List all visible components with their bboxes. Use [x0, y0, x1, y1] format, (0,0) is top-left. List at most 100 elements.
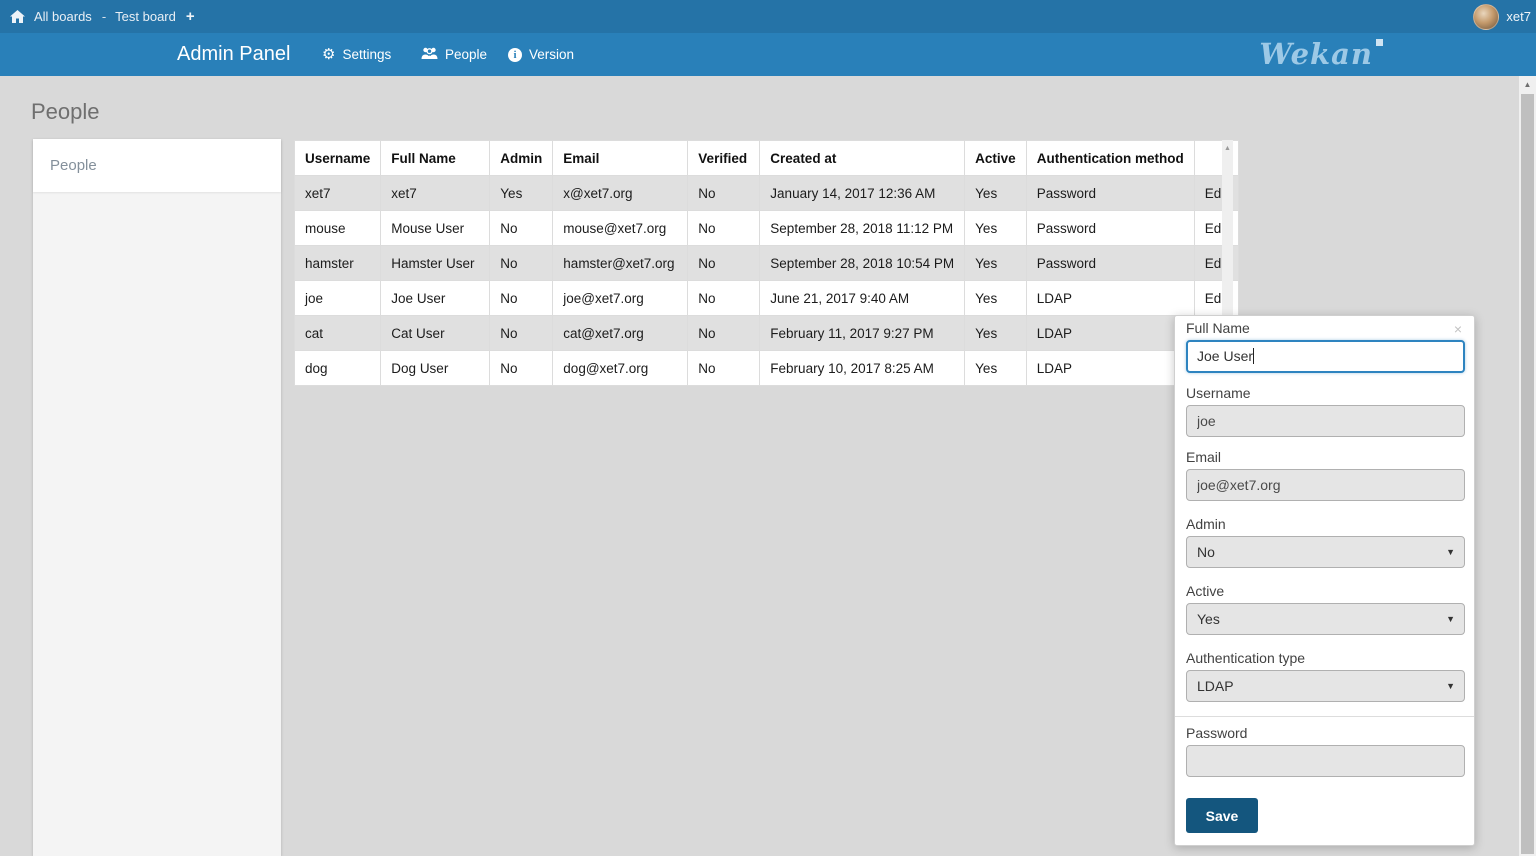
table-cell: x@xet7.org — [552, 175, 689, 211]
table-header-row: Username Full Name Admin Email Verified Creat… — [293, 140, 1239, 176]
page-title: Admin Panel — [177, 43, 291, 65]
table-cell: dog — [293, 350, 382, 386]
table-cell: joe@xet7.org — [552, 280, 689, 316]
nav-item-people[interactable]: People — [421, 33, 487, 76]
active-select[interactable]: Yes ▼ — [1186, 603, 1465, 635]
people-table-container: Username Full Name Admin Email Verified Creat… — [293, 140, 1239, 386]
table-cell: No — [687, 350, 761, 386]
scrollbar-thumb[interactable] — [1521, 94, 1534, 854]
table-row: xet7 xet7 Yes x@xet7.org No January 14, 2017 … — [293, 175, 1239, 211]
admin-nav-bar: Admin Panel ⚙ Settings People i Version … — [0, 33, 1536, 76]
admin-sidebar: People — [33, 139, 281, 856]
table-cell: No — [687, 245, 761, 281]
edit-user-popup: × Full Name Joe User Username Email Admi… — [1174, 315, 1475, 846]
people-table-body: xet7 xet7 Yes x@xet7.org No January 14, 2017 … — [293, 175, 1239, 386]
user-menu[interactable]: xet7 — [1473, 0, 1531, 33]
table-cell: Password — [1025, 210, 1195, 246]
table-cell: Joe User — [380, 280, 491, 316]
table-cell: mouse@xet7.org — [552, 210, 689, 246]
logo-square-dot — [1376, 39, 1383, 46]
user-avatar[interactable] — [1473, 3, 1500, 30]
gear-icon: ⚙ — [322, 46, 336, 63]
table-header-cell: Active — [964, 140, 1027, 176]
sidebar-item-people[interactable]: People — [33, 139, 281, 192]
table-cell: January 14, 2017 12:36 AM — [759, 175, 966, 211]
table-cell: Mouse User — [380, 210, 491, 246]
auth-type-select[interactable]: LDAP ▼ — [1186, 670, 1465, 702]
table-cell: joe — [293, 280, 382, 316]
table-cell: LDAP — [1025, 315, 1195, 351]
nav-item-version[interactable]: i Version — [508, 33, 574, 76]
username-input[interactable] — [1186, 405, 1465, 437]
table-cell: No — [489, 210, 554, 246]
table-cell: No — [489, 245, 554, 281]
table-cell: Hamster User — [380, 245, 491, 281]
table-cell: Yes — [964, 245, 1027, 281]
table-cell: Cat User — [380, 315, 491, 351]
table-cell: Yes — [489, 175, 554, 211]
info-icon: i — [508, 47, 522, 62]
breadcrumb-board-name[interactable]: Test board — [115, 9, 176, 24]
table-cell: No — [489, 350, 554, 386]
table-cell: cat — [293, 315, 382, 351]
full-name-label: Full Name — [1186, 320, 1250, 336]
table-cell: June 21, 2017 9:40 AM — [759, 280, 966, 316]
table-cell: Yes — [964, 315, 1027, 351]
table-cell: No — [687, 315, 761, 351]
table-header-cell: Username — [293, 140, 382, 176]
table-cell: Password — [1025, 175, 1195, 211]
panel-divider — [1175, 716, 1474, 717]
table-cell: No — [489, 315, 554, 351]
table-cell: hamster — [293, 245, 382, 281]
table-cell: xet7 — [380, 175, 491, 211]
username-label: Username — [1186, 385, 1251, 401]
admin-select[interactable]: No ▼ — [1186, 536, 1465, 568]
table-cell: Yes — [964, 210, 1027, 246]
full-name-input[interactable]: Joe User — [1186, 340, 1465, 373]
table-cell: September 28, 2018 11:12 PM — [759, 210, 966, 246]
text-caret — [1253, 348, 1255, 364]
nav-item-label: Version — [529, 47, 575, 62]
table-cell: September 28, 2018 10:54 PM — [759, 245, 966, 281]
section-heading: People — [31, 99, 100, 124]
admin-label: Admin — [1186, 516, 1226, 532]
table-row: dog Dog User No dog@xet7.org No February 10, … — [293, 350, 1239, 386]
close-icon[interactable]: × — [1453, 321, 1462, 337]
table-cell: Password — [1025, 245, 1195, 281]
people-icon — [421, 47, 438, 63]
table-header-cell: Email — [552, 140, 689, 176]
page-scrollbar[interactable]: ▲ — [1519, 76, 1536, 856]
table-cell: mouse — [293, 210, 382, 246]
table-cell: Yes — [964, 280, 1027, 316]
save-button[interactable]: Save — [1186, 798, 1258, 833]
people-table: Username Full Name Admin Email Verified Creat… — [293, 140, 1239, 386]
table-cell: No — [687, 175, 761, 211]
email-input[interactable] — [1186, 469, 1465, 501]
table-cell: xet7 — [293, 175, 382, 211]
scroll-up-icon[interactable]: ▲ — [1523, 80, 1532, 89]
table-cell: No — [687, 280, 761, 316]
table-cell: No — [687, 210, 761, 246]
nav-item-label: Settings — [342, 47, 392, 62]
table-row: hamster Hamster User No hamster@xet7.org No S… — [293, 245, 1239, 281]
table-cell: dog@xet7.org — [552, 350, 689, 386]
user-name: xet7 — [1506, 9, 1531, 24]
table-cell: Yes — [964, 175, 1027, 211]
table-cell: LDAP — [1025, 350, 1195, 386]
breadcrumb-all-boards[interactable]: All boards — [34, 9, 92, 24]
password-label: Password — [1186, 725, 1248, 741]
add-board-icon[interactable]: + — [185, 8, 195, 25]
home-icon[interactable] — [10, 9, 25, 24]
auth-type-label: Authentication type — [1186, 650, 1306, 666]
password-input[interactable] — [1186, 745, 1465, 777]
table-cell: February 10, 2017 8:25 AM — [759, 350, 966, 386]
email-label: Email — [1186, 449, 1222, 465]
table-cell: LDAP — [1025, 280, 1195, 316]
chevron-down-icon: ▼ — [1446, 681, 1455, 691]
table-cell: cat@xet7.org — [552, 315, 689, 351]
table-cell: No — [489, 280, 554, 316]
table-row: mouse Mouse User No mouse@xet7.org No Septemb… — [293, 210, 1239, 246]
table-cell: February 11, 2017 9:27 PM — [759, 315, 966, 351]
nav-item-settings[interactable]: ⚙ Settings — [322, 33, 391, 76]
scroll-up-icon[interactable]: ▲ — [1224, 145, 1231, 152]
